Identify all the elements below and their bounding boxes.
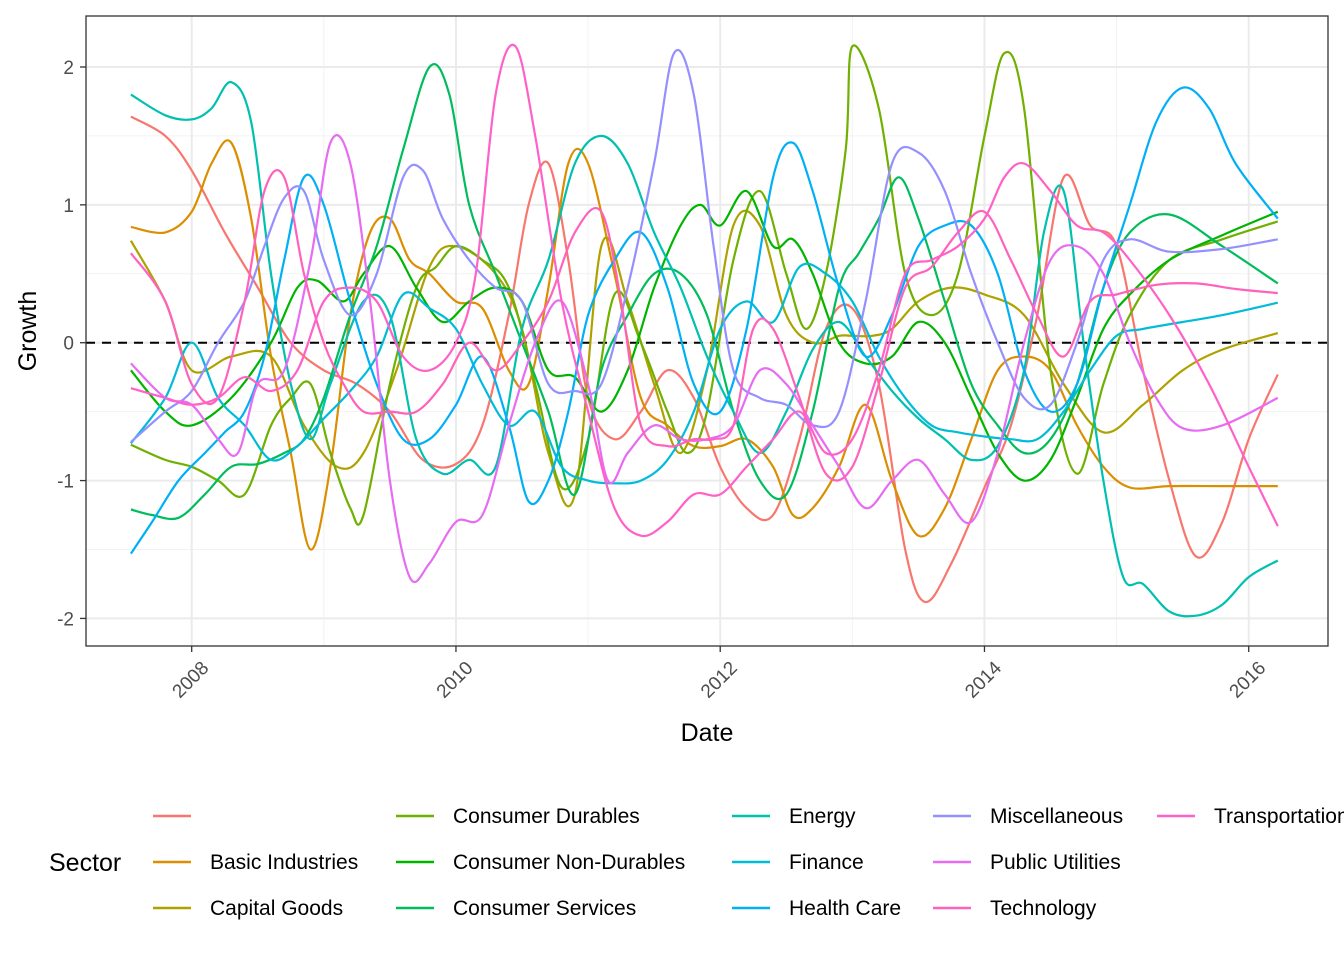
legend-label-8: Health Care bbox=[789, 897, 901, 920]
legend: Basic Industries Capital Goods Consumer Du… bbox=[153, 805, 1344, 920]
series-line-8 bbox=[129, 86, 1279, 555]
legend-label-6: Energy bbox=[789, 805, 856, 828]
legend-label-1: Basic Industries bbox=[210, 851, 358, 874]
plot-panel-background bbox=[86, 16, 1328, 646]
x-tick-label: 2016 bbox=[1226, 658, 1271, 703]
x-tick-label: 2008 bbox=[169, 658, 214, 703]
x-axis: 2008 2010 2012 2014 2016 bbox=[169, 646, 1271, 703]
x-tick-label: 2012 bbox=[697, 658, 742, 703]
series-line-10 bbox=[130, 134, 1279, 584]
legend-label-4: Consumer Non-Durables bbox=[453, 851, 685, 874]
y-axis-title: Growth bbox=[14, 291, 42, 372]
legend-label-9: Miscellaneous bbox=[990, 805, 1123, 828]
series-line-5 bbox=[130, 63, 1279, 521]
legend-label-12: Transportation bbox=[1214, 805, 1344, 828]
legend-label-7: Finance bbox=[789, 851, 864, 874]
major-gridlines bbox=[86, 16, 1328, 646]
x-tick-label: 2010 bbox=[433, 658, 478, 703]
series-lines bbox=[129, 43, 1279, 618]
series-line-1 bbox=[130, 139, 1278, 551]
y-tick-label: 2 bbox=[63, 58, 74, 79]
y-axis: -2 -1 0 1 2 bbox=[57, 58, 86, 630]
x-axis-title: Date bbox=[681, 719, 734, 747]
series-line-3 bbox=[130, 44, 1279, 526]
legend-label-3: Consumer Durables bbox=[453, 805, 640, 828]
series-line-2 bbox=[129, 209, 1279, 508]
legend-label-11: Technology bbox=[990, 897, 1097, 920]
legend-label-2: Capital Goods bbox=[210, 897, 343, 920]
series-line-4 bbox=[130, 189, 1279, 482]
legend-label-5: Consumer Services bbox=[453, 897, 636, 920]
y-tick-label: -2 bbox=[57, 609, 74, 630]
y-tick-label: 1 bbox=[63, 196, 74, 217]
x-tick-label: 2014 bbox=[961, 657, 1006, 702]
series-line-12 bbox=[130, 43, 1279, 538]
legend-label-10: Public Utilities bbox=[990, 851, 1121, 874]
y-tick-label: -1 bbox=[57, 472, 74, 493]
series-line-9 bbox=[130, 48, 1278, 443]
plot-panel-border bbox=[85, 15, 1329, 647]
legend-title: Sector bbox=[49, 849, 121, 877]
series-line-11 bbox=[130, 169, 1278, 482]
y-tick-label: 0 bbox=[63, 334, 74, 355]
